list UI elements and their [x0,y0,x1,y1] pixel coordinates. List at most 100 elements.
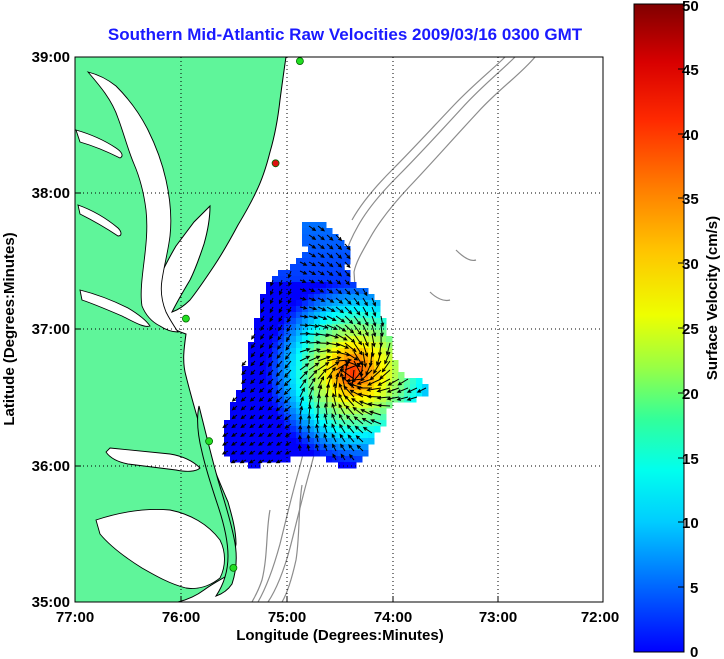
velocity-cell [338,390,345,397]
velocity-cell [320,396,327,403]
velocity-cell [266,408,273,415]
velocity-arrow [277,342,283,350]
velocity-cell [368,414,375,421]
velocity-cell [308,306,315,313]
velocity-cell [314,336,321,343]
y-tick-label: 37:00 [32,321,70,338]
velocity-cell [362,432,369,439]
velocity-cell [386,402,393,409]
velocity-arrow [362,315,369,327]
velocity-arrow [230,450,238,455]
velocity-cell [422,384,429,391]
velocity-arrow [231,432,238,437]
velocity-cell [320,372,327,379]
velocity-cell [410,396,417,403]
velocity-cell [284,276,291,283]
velocity-cell [374,372,381,379]
velocity-cell [302,234,309,241]
velocity-arrow [316,403,320,415]
velocity-cell [290,294,297,301]
velocity-cell [338,336,345,343]
velocity-cell [356,324,363,331]
velocity-arrow [344,288,351,296]
velocity-arrow [326,306,336,312]
colorbar-tick-labels: 50 45 40 35 30 25 20 15 10 5 0 [682,0,699,659]
velocity-cell [368,390,375,397]
velocity-cell [266,438,273,445]
velocity-cell [260,312,267,319]
velocity-cell [326,312,333,319]
velocity-cell [302,342,309,349]
velocity-arrow [362,342,369,358]
velocity-cell [260,366,267,373]
velocity-arrow [371,324,377,338]
velocity-cell [398,378,405,385]
velocity-cell [242,408,249,415]
velocity-cell [362,390,369,397]
velocity-arrow [285,333,292,342]
velocity-cell [266,426,273,433]
velocity-cell [248,390,255,397]
velocity-cell [314,318,321,325]
velocity-cell [260,360,267,367]
velocity-cell [326,240,333,247]
velocity-cell [260,456,267,463]
velocity-arrow [259,351,265,358]
velocity-arrow [222,441,229,446]
velocity-cell [326,246,333,253]
velocity-cell [254,372,261,379]
velocity-cell [296,306,303,313]
velocity-cell [272,408,279,415]
velocity-cell [296,324,303,331]
velocity-cell [410,390,417,397]
velocity-cell [320,426,327,433]
velocity-cell [290,432,297,439]
velocity-arrow [326,234,334,241]
velocity-cell [272,372,279,379]
velocity-cell [242,402,249,409]
velocity-cell [380,378,387,385]
velocity-arrow [344,270,351,278]
velocity-arrow [299,296,307,301]
velocity-cell [368,396,375,403]
velocity-cell [368,336,375,343]
velocity-cell [332,318,339,325]
velocity-arrow [266,450,274,455]
velocity-cell [308,258,315,265]
velocity-arrow [299,370,309,380]
velocity-arrow [241,378,247,385]
velocity-arrow [366,387,382,392]
velocity-cell [248,384,255,391]
velocity-cell [260,438,267,445]
velocity-cell [380,342,387,349]
velocity-arrow [308,279,316,284]
velocity-arrow [308,348,321,353]
velocity-cell [350,432,357,439]
velocity-arrow [275,378,283,386]
velocity-arrow [344,333,356,344]
velocity-cell [380,354,387,361]
velocity-cell [302,294,309,301]
velocity-cell [296,396,303,403]
velocity-cell [332,402,339,409]
velocity-cell [368,324,375,331]
velocity-cell [362,300,369,307]
velocity-arrow [308,323,320,328]
velocity-cell [374,414,381,421]
velocity-cell [290,450,297,457]
velocity-arrow [260,324,265,331]
velocity-cell [320,312,327,319]
velocity-cell [290,420,297,427]
velocity-cell [266,390,273,397]
velocity-arrow [385,342,391,356]
velocity-arrow [362,297,368,307]
velocity-arrow [368,410,382,416]
velocity-cell [350,462,357,469]
velocity-cell [326,306,333,313]
velocity-cell [386,366,393,373]
y-tick-label: 38:00 [32,185,70,202]
velocity-cell [230,426,237,433]
velocity-cell [296,402,303,409]
velocity-arrow [326,252,334,259]
colorbar-tick-label: 30 [682,256,699,273]
